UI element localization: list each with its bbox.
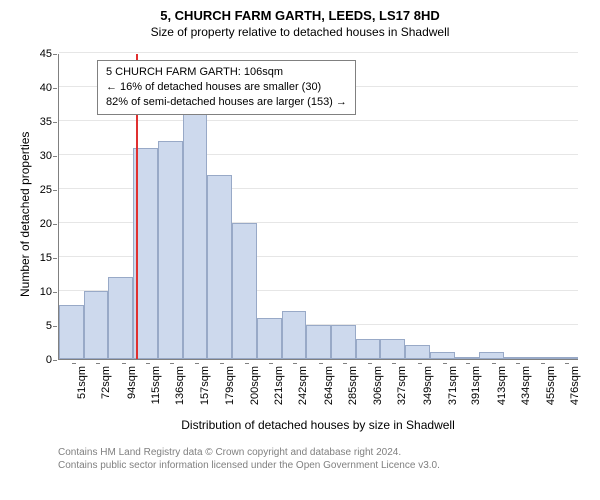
- attribution-footer: Contains HM Land Registry data © Crown c…: [58, 446, 440, 472]
- gridline: [59, 52, 578, 53]
- plot-area: 5 CHURCH FARM GARTH: 106sqm ← 16% of det…: [58, 54, 578, 360]
- x-tick-label: 242sqm: [297, 366, 309, 414]
- histogram-bar: [529, 357, 554, 359]
- x-tick-label: 327sqm: [396, 366, 408, 414]
- x-tick-label: 221sqm: [273, 366, 285, 414]
- y-tick-label: 25: [28, 184, 52, 196]
- annotation-line: 5 CHURCH FARM GARTH: 106sqm: [106, 65, 347, 80]
- histogram-bar: [232, 223, 257, 359]
- histogram-bar: [282, 311, 307, 359]
- x-tick-label: 306sqm: [372, 366, 384, 414]
- histogram-bar: [183, 107, 208, 359]
- x-tick-label: 200sqm: [249, 366, 261, 414]
- histogram-bar: [84, 291, 109, 359]
- x-tick-label: 391sqm: [470, 366, 482, 414]
- y-tick-label: 0: [28, 354, 52, 366]
- x-tick-label: 157sqm: [199, 366, 211, 414]
- x-tick-label: 371sqm: [447, 366, 459, 414]
- footer-line: Contains public sector information licen…: [58, 459, 440, 472]
- x-tick-label: 434sqm: [520, 366, 532, 414]
- histogram-bar: [158, 141, 183, 359]
- histogram-bar: [405, 345, 430, 359]
- x-tick-label: 115sqm: [150, 366, 162, 414]
- annotation-line: 82% of semi-detached houses are larger (…: [106, 95, 347, 110]
- histogram-bar: [207, 175, 232, 359]
- x-tick-label: 455sqm: [545, 366, 557, 414]
- y-tick-label: 35: [28, 116, 52, 128]
- histogram-bar: [430, 352, 455, 359]
- x-tick-label: 349sqm: [422, 366, 434, 414]
- footer-line: Contains HM Land Registry data © Crown c…: [58, 446, 440, 459]
- histogram-bar: [108, 277, 133, 359]
- x-tick-label: 72sqm: [100, 366, 112, 414]
- histogram-bar: [455, 357, 480, 359]
- y-tick-label: 15: [28, 252, 52, 264]
- y-tick-label: 45: [28, 48, 52, 60]
- x-tick-label: 94sqm: [126, 366, 138, 414]
- histogram-bar: [257, 318, 282, 359]
- y-tick-label: 20: [28, 218, 52, 230]
- annotation-line: ← 16% of detached houses are smaller (30…: [106, 80, 347, 95]
- y-tick-label: 5: [28, 320, 52, 332]
- annotation-box: 5 CHURCH FARM GARTH: 106sqm ← 16% of det…: [97, 60, 356, 115]
- chart-subtitle: Size of property relative to detached ho…: [0, 25, 600, 39]
- x-tick-label: 51sqm: [76, 366, 88, 414]
- figure: 5, CHURCH FARM GARTH, LEEDS, LS17 8HD Si…: [0, 0, 600, 500]
- histogram-bar: [479, 352, 504, 359]
- x-tick-label: 264sqm: [323, 366, 335, 414]
- histogram-bar: [306, 325, 331, 359]
- y-tick-label: 10: [28, 286, 52, 298]
- histogram-bar: [553, 357, 578, 359]
- histogram-bar: [59, 305, 84, 359]
- histogram-bar: [331, 325, 356, 359]
- x-tick-label: 179sqm: [224, 366, 236, 414]
- x-tick-label: 476sqm: [569, 366, 581, 414]
- x-axis-label: Distribution of detached houses by size …: [58, 418, 578, 432]
- x-tick-label: 413sqm: [496, 366, 508, 414]
- chart-title: 5, CHURCH FARM GARTH, LEEDS, LS17 8HD: [0, 0, 600, 23]
- y-tick-label: 30: [28, 150, 52, 162]
- histogram-bar: [504, 357, 529, 359]
- y-tick-label: 40: [28, 82, 52, 94]
- histogram-bar: [356, 339, 381, 359]
- x-tick-label: 285sqm: [347, 366, 359, 414]
- histogram-bar: [380, 339, 405, 359]
- x-tick-label: 136sqm: [174, 366, 186, 414]
